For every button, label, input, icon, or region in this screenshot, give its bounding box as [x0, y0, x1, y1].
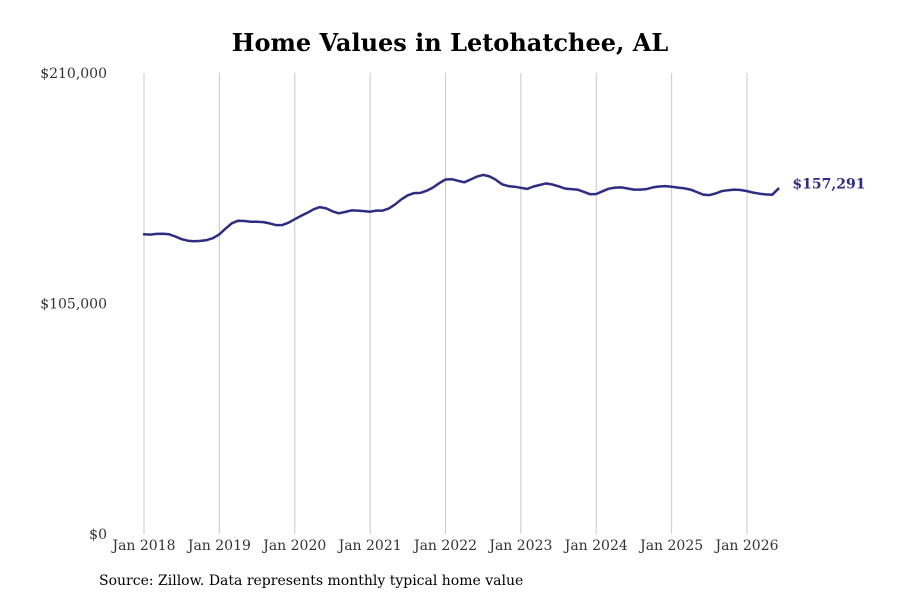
y-axis-ticks: $0 $105,000 $210,000	[40, 66, 107, 543]
x-tick-label: Jan 2021	[337, 538, 402, 554]
series-line	[142, 173, 780, 243]
x-tick-label: Jan 2019	[186, 538, 251, 554]
x-tick-label: Jan 2024	[563, 538, 628, 554]
x-tick-label: Jan 2020	[261, 538, 326, 554]
x-tick-label: Jan 2025	[638, 538, 703, 554]
y-tick-label: $105,000	[40, 297, 107, 313]
end-value-label: $157,291	[792, 177, 865, 193]
x-tick-label: Jan 2026	[713, 538, 778, 554]
x-tick-label: Jan 2023	[487, 538, 552, 554]
source-note: Source: Zillow. Data represents monthly …	[99, 573, 524, 589]
gridlines	[143, 73, 748, 534]
y-tick-label: $0	[89, 527, 107, 543]
x-axis-ticks: Jan 2018 Jan 2019 Jan 2020 Jan 2021 Jan 2022…	[110, 538, 778, 554]
y-tick-label: $210,000	[40, 66, 107, 82]
x-tick-label: Jan 2022	[412, 538, 477, 554]
chart-title: Home Values in Letohatchee, AL	[231, 28, 669, 57]
x-tick-label: Jan 2018	[110, 538, 175, 554]
